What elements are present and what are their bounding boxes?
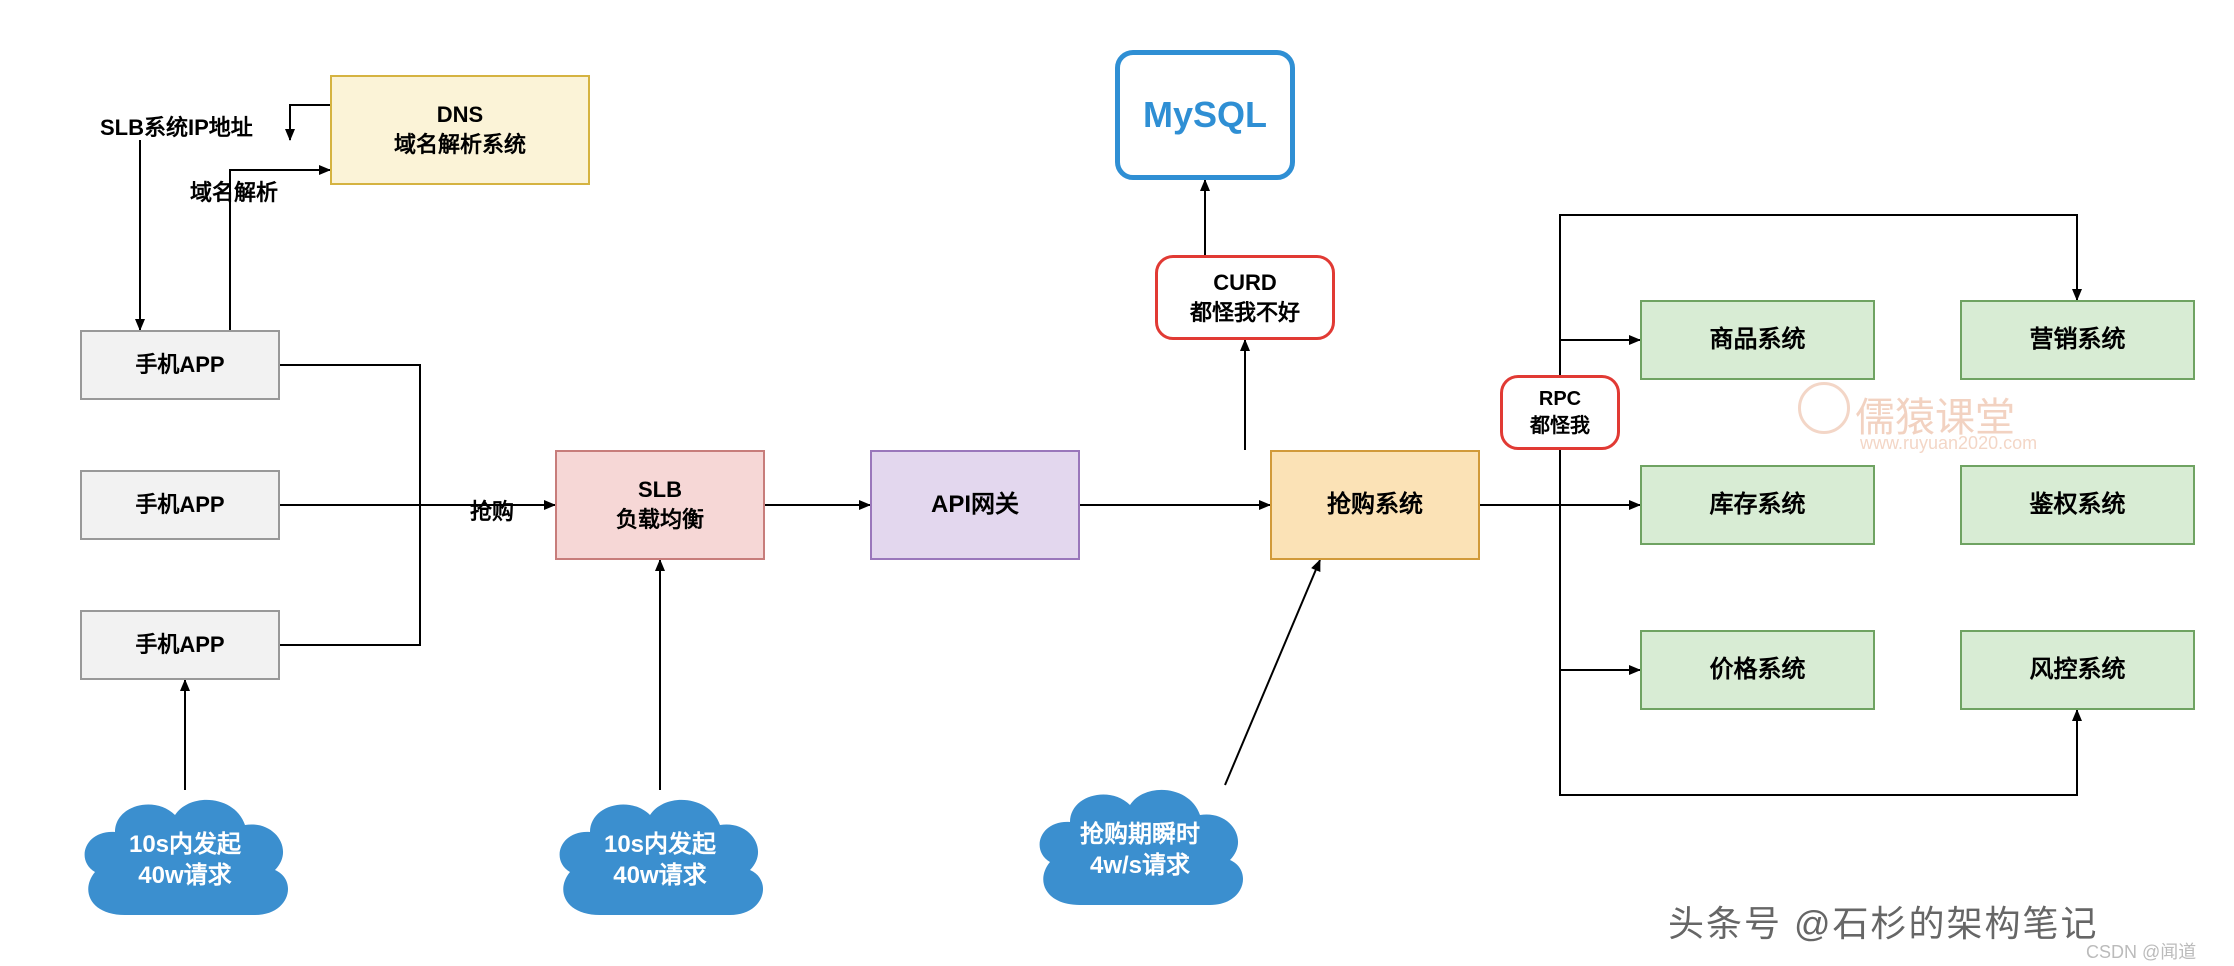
text: CURD bbox=[1213, 268, 1277, 298]
node-curd: CURD都怪我不好 bbox=[1155, 255, 1335, 340]
text: MySQL bbox=[1143, 91, 1267, 140]
text: 鉴权系统 bbox=[2030, 489, 2126, 521]
node-slb: SLB负载均衡 bbox=[555, 450, 765, 560]
edge-app3-out bbox=[280, 505, 420, 645]
cloud-text: 10s内发起 40w请求 bbox=[545, 780, 775, 940]
edge-dns-to-ip bbox=[290, 105, 330, 140]
node-inventory-service: 库存系统 bbox=[1640, 465, 1875, 545]
text: 都怪我 bbox=[1530, 413, 1590, 440]
node-auth-service: 鉴权系统 bbox=[1960, 465, 2195, 545]
node-risk-service: 风控系统 bbox=[1960, 630, 2195, 710]
cloud-text: 10s内发起 40w请求 bbox=[70, 780, 300, 940]
text: 都怪我不好 bbox=[1190, 298, 1300, 328]
attribution-text: 头条号 @石杉的架构笔记 bbox=[1668, 895, 2099, 947]
text: 域名解析系统 bbox=[394, 130, 526, 160]
label-buy: 抢购 bbox=[470, 494, 514, 526]
text: DNS bbox=[437, 100, 483, 130]
text: 库存系统 bbox=[1710, 489, 1806, 521]
csdn-text: CSDN @闻道 bbox=[2086, 938, 2196, 964]
edge-sk-to-svc3 bbox=[1560, 505, 1640, 670]
watermark-icon bbox=[1798, 382, 1850, 434]
text: RPC bbox=[1539, 386, 1581, 413]
text: 手机APP bbox=[135, 350, 224, 380]
text: 商品系统 bbox=[1710, 324, 1806, 356]
label-dns-res: 域名解析 bbox=[190, 175, 278, 207]
node-mobile-app-2: 手机APP bbox=[80, 470, 280, 540]
node-api-gateway: API网关 bbox=[870, 450, 1080, 560]
text: 抢购系统 bbox=[1327, 489, 1423, 521]
node-marketing-service: 营销系统 bbox=[1960, 300, 2195, 380]
label-slb-ip: SLB系统IP地址 bbox=[100, 110, 253, 142]
node-price-service: 价格系统 bbox=[1640, 630, 1875, 710]
node-dns: DNS域名解析系统 bbox=[330, 75, 590, 185]
node-seckill: 抢购系统 bbox=[1270, 450, 1480, 560]
cloud-40w-1: 10s内发起 40w请求 bbox=[70, 780, 300, 940]
diagram-canvas: { "type": "flowchart", "background_color… bbox=[0, 0, 2234, 966]
text: 风控系统 bbox=[2030, 654, 2126, 686]
node-mysql: MySQL bbox=[1115, 50, 1295, 180]
text: API网关 bbox=[931, 489, 1019, 521]
node-product-service: 商品系统 bbox=[1640, 300, 1875, 380]
watermark-url: www.ruyuan2020.com bbox=[1860, 433, 2037, 454]
text: SLB bbox=[638, 475, 682, 505]
text: 营销系统 bbox=[2030, 324, 2126, 356]
cloud-40w-2: 10s内发起 40w请求 bbox=[545, 780, 775, 940]
cloud-text: 抢购期瞬时 4w/s请求 bbox=[1025, 770, 1255, 930]
node-mobile-app-3: 手机APP bbox=[80, 610, 280, 680]
text: 手机APP bbox=[135, 630, 224, 660]
edge-cloud3-up bbox=[1225, 560, 1320, 785]
edge-app1-out bbox=[280, 365, 420, 505]
text: 价格系统 bbox=[1710, 654, 1806, 686]
text: 手机APP bbox=[135, 490, 224, 520]
text: 负载均衡 bbox=[616, 505, 704, 535]
node-mobile-app-1: 手机APP bbox=[80, 330, 280, 400]
cloud-4w-s: 抢购期瞬时 4w/s请求 bbox=[1025, 770, 1255, 930]
node-rpc: RPC都怪我 bbox=[1500, 375, 1620, 450]
